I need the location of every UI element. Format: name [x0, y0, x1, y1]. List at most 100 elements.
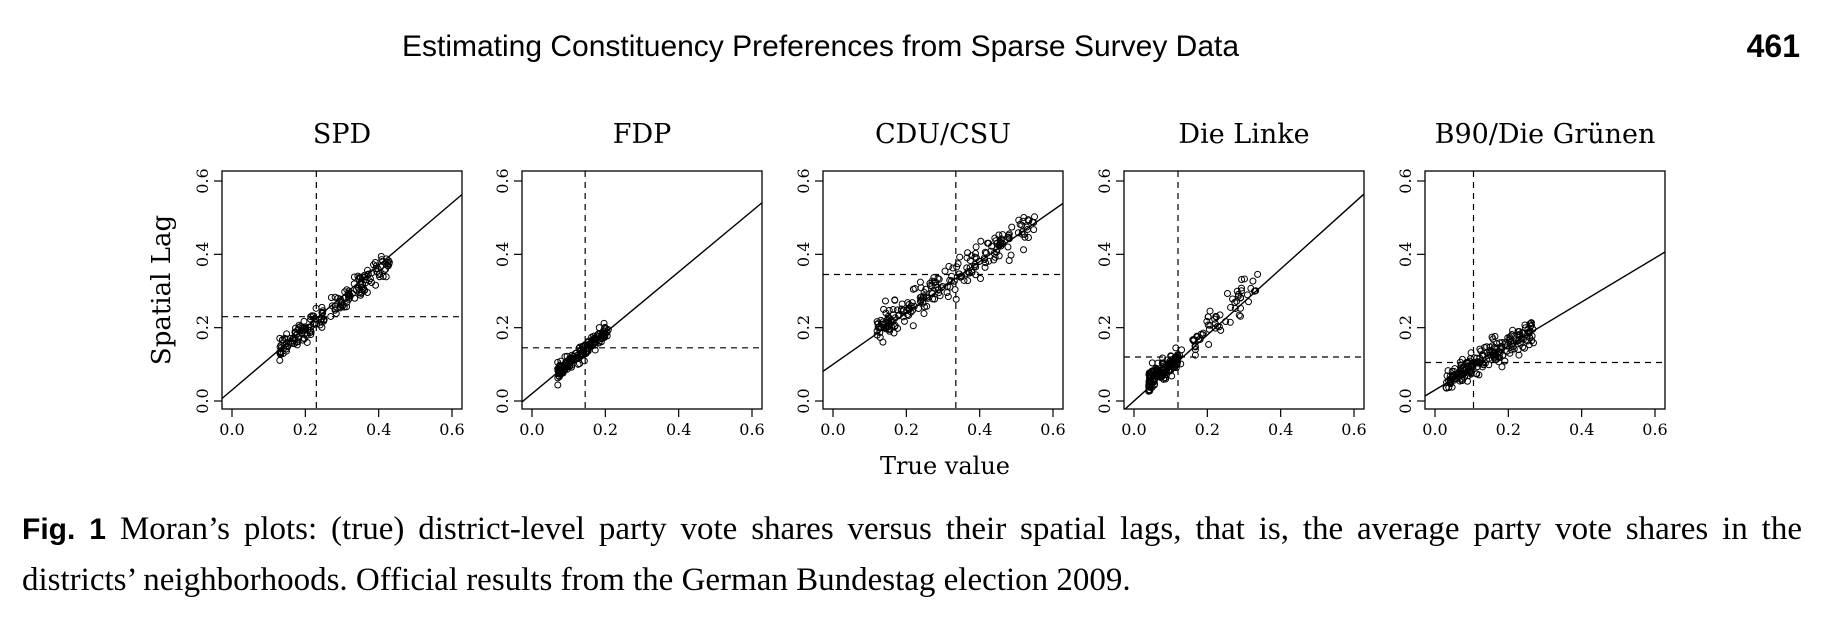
data-point — [953, 263, 961, 271]
data-point — [1165, 360, 1173, 368]
data-point — [894, 306, 902, 314]
data-point — [311, 320, 319, 328]
data-point — [1240, 275, 1248, 283]
data-point — [1496, 354, 1504, 362]
data-point — [1231, 304, 1239, 312]
data-point — [883, 323, 891, 331]
data-point — [948, 272, 956, 280]
x-tick-label: 0.4 — [1569, 420, 1594, 439]
data-point — [1145, 383, 1153, 391]
data-point — [350, 280, 358, 288]
data-point — [300, 325, 308, 333]
data-point — [964, 268, 972, 276]
y-tick-label: 0.4 — [193, 242, 212, 267]
data-point — [1466, 355, 1474, 363]
data-point — [909, 322, 917, 330]
panel-title: Die Linke — [1178, 119, 1309, 150]
data-point — [1237, 287, 1245, 295]
y-tick-label: 0.6 — [493, 168, 512, 193]
data-point — [357, 291, 365, 299]
data-point — [1212, 313, 1220, 321]
data-point — [283, 330, 291, 338]
x-tick-label: 0.2 — [1496, 420, 1521, 439]
data-point — [1227, 303, 1235, 311]
data-point — [976, 257, 984, 265]
data-point — [1229, 295, 1237, 303]
data-point — [601, 323, 609, 331]
data-point — [964, 277, 972, 285]
data-point — [934, 283, 942, 291]
x-tick-label: 0.2 — [293, 420, 318, 439]
data-point — [374, 265, 382, 273]
data-point — [1030, 226, 1038, 234]
data-point — [943, 289, 951, 297]
data-point — [1189, 336, 1197, 344]
data-point — [600, 334, 608, 342]
data-point — [1482, 355, 1490, 363]
data-point — [882, 309, 890, 317]
y-tick-label: 0.6 — [1396, 168, 1415, 193]
data-point — [926, 279, 934, 287]
data-point — [904, 311, 912, 319]
plot-frame — [1123, 170, 1365, 410]
data-point — [1203, 317, 1211, 325]
data-point — [1472, 370, 1480, 378]
data-point — [1507, 332, 1515, 340]
data-point — [1204, 313, 1212, 321]
data-point — [584, 338, 592, 346]
data-point — [956, 253, 964, 261]
data-point — [341, 288, 349, 296]
data-point — [897, 307, 905, 315]
data-point — [1145, 387, 1153, 395]
data-point — [291, 335, 299, 343]
data-point — [1442, 384, 1450, 392]
data-point — [584, 347, 592, 355]
data-point — [949, 264, 957, 272]
data-point — [971, 249, 979, 257]
data-point — [1146, 386, 1154, 394]
data-point — [318, 315, 326, 323]
data-point — [1237, 304, 1245, 312]
data-point — [1206, 307, 1214, 315]
data-point — [1223, 289, 1231, 297]
data-point — [577, 350, 585, 358]
x-tick-label: 0.4 — [366, 420, 391, 439]
data-point — [319, 308, 327, 316]
data-point — [591, 334, 599, 342]
data-point — [1023, 223, 1031, 231]
data-point — [1530, 339, 1538, 347]
x-tick-label: 0.0 — [519, 420, 544, 439]
data-point — [1018, 230, 1026, 238]
data-point — [304, 326, 312, 334]
data-point — [1162, 367, 1170, 375]
data-point — [327, 312, 335, 320]
data-point — [595, 332, 603, 340]
data-point — [1445, 377, 1453, 385]
data-point — [991, 253, 999, 261]
data-point — [944, 293, 952, 301]
data-point — [905, 304, 913, 312]
data-point — [318, 323, 326, 331]
data-point — [580, 357, 588, 365]
data-point — [941, 267, 949, 275]
data-point — [1151, 366, 1159, 374]
y-tick-label: 0.2 — [493, 315, 512, 340]
y-tick-label: 0.2 — [1095, 315, 1114, 340]
panel-title: B90/Die Grünen — [1435, 119, 1656, 150]
data-point — [568, 351, 576, 359]
data-point — [919, 299, 927, 307]
data-point — [956, 273, 964, 281]
data-point — [328, 302, 336, 310]
data-point — [1450, 367, 1458, 375]
data-point — [1148, 359, 1156, 367]
data-point — [336, 303, 344, 311]
data-point — [1504, 334, 1512, 342]
data-point — [363, 288, 371, 296]
data-point — [891, 296, 899, 304]
data-point — [1528, 337, 1536, 345]
running-title: Estimating Constituency Preferences from… — [402, 30, 1240, 63]
data-point — [928, 289, 936, 297]
data-point — [945, 262, 953, 270]
data-point — [1204, 321, 1212, 329]
data-point — [380, 266, 388, 274]
